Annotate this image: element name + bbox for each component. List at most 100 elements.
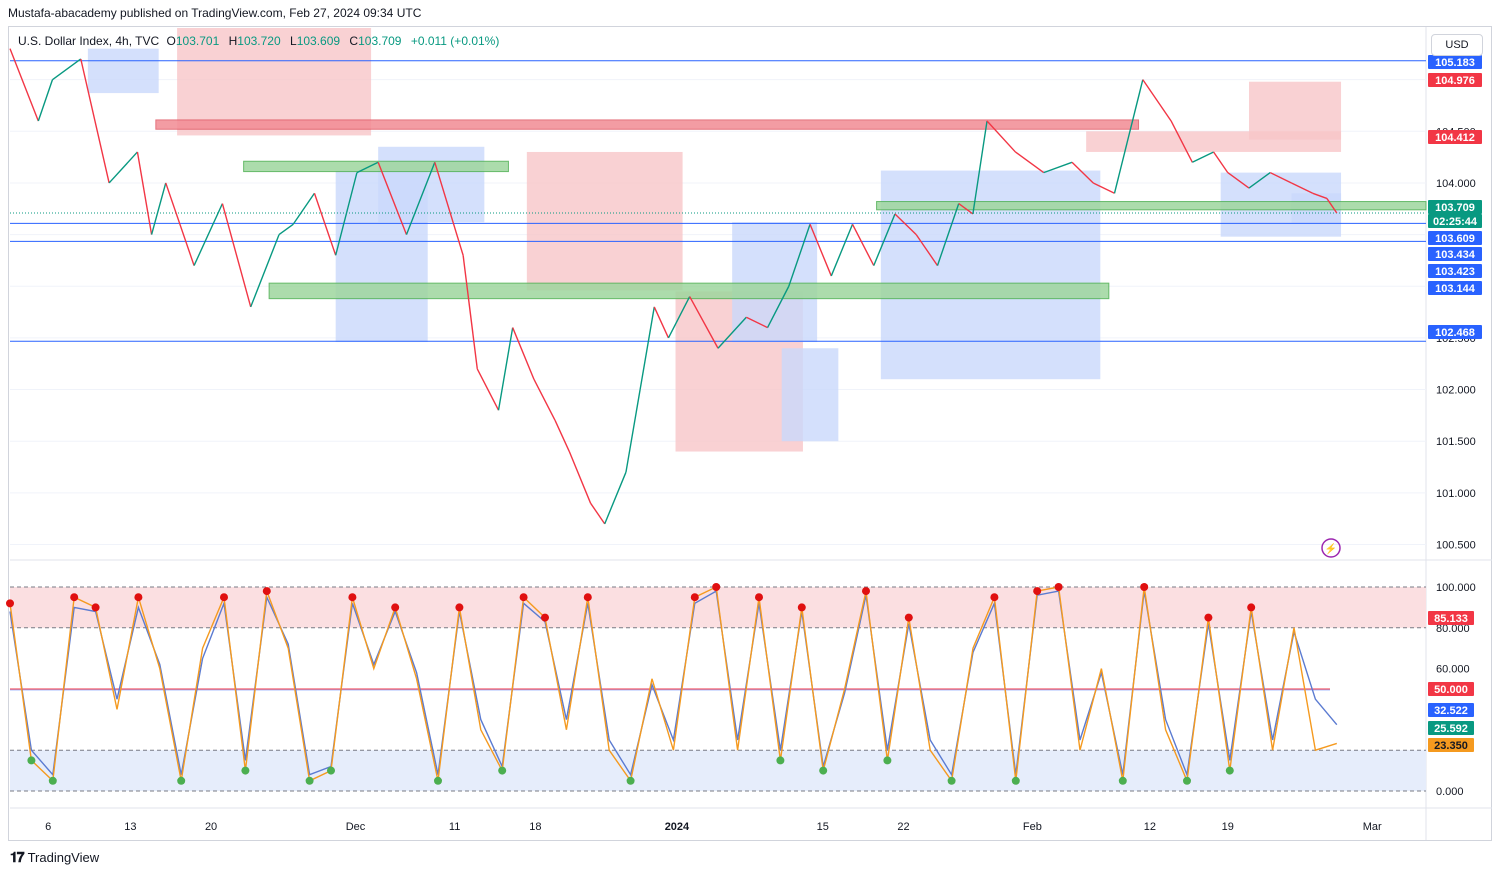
time-tick-label: 2024 <box>665 821 690 833</box>
horizontal-zone-bar <box>268 282 1110 300</box>
oscillator-badge <box>1428 721 1474 735</box>
lightning-icon <box>1321 538 1341 558</box>
overbought-dot <box>797 603 806 612</box>
oversold-dot <box>1118 776 1127 785</box>
price-badge-label: 104.976 <box>1435 75 1475 87</box>
price-segment <box>434 162 464 256</box>
price-tick-label: 100.500 <box>1436 540 1476 552</box>
price-segment <box>108 151 138 184</box>
oversold-dot <box>48 776 57 785</box>
price-segment <box>250 234 280 308</box>
price-badge <box>1428 200 1482 214</box>
close-value: 103.709 <box>358 34 402 48</box>
time-tick-label: 22 <box>897 821 909 833</box>
price-tick-label: 104.000 <box>1436 178 1476 190</box>
price-segment <box>604 471 627 525</box>
price-segment <box>165 182 195 266</box>
price-segment <box>746 316 768 329</box>
price-segment <box>894 213 917 236</box>
price-zone <box>335 170 428 343</box>
oscillator-tick-label: 100.000 <box>1436 582 1476 594</box>
price-badge <box>1428 325 1482 339</box>
horizontal-zone-bar <box>243 160 509 173</box>
price-segment <box>497 327 514 411</box>
oversold-dot <box>305 776 314 785</box>
tradingview-branding[interactable]: 𝟏𝟕 TradingView <box>10 849 99 866</box>
price-zone <box>781 348 839 442</box>
oscillator-tick-label: 80.000 <box>1436 623 1470 635</box>
price-badge <box>1428 264 1482 278</box>
time-tick-label: 19 <box>1222 821 1234 833</box>
overbought-dot <box>712 583 721 591</box>
chart-frame <box>8 26 1492 841</box>
time-tick-label: 11 <box>449 821 460 833</box>
price-segment <box>52 58 82 81</box>
price-badge-label: 02:25:44 <box>1433 216 1478 228</box>
overbought-dot <box>1247 603 1256 612</box>
overbought-dot <box>583 593 592 602</box>
price-segment <box>1269 171 1292 184</box>
overbought-dot <box>1054 583 1063 591</box>
time-tick-label: 20 <box>205 821 217 833</box>
overbought-dot <box>70 593 79 602</box>
currency-button[interactable]: USD <box>1431 34 1483 56</box>
price-segment <box>37 79 54 122</box>
overbought-dot <box>262 587 271 596</box>
price-segment <box>278 223 294 236</box>
price-segment <box>1312 192 1328 200</box>
overbought-dot <box>519 593 528 602</box>
price-segment <box>9 48 39 122</box>
price-segment <box>766 285 790 328</box>
price-segment <box>653 306 670 339</box>
price-badge-label: 103.609 <box>1435 233 1475 245</box>
oscillator-badge-label: 85.133 <box>1434 613 1468 625</box>
oversold-dot <box>177 776 186 785</box>
price-segment <box>689 296 719 349</box>
price-segment <box>873 213 896 266</box>
overbought-dot <box>391 603 400 612</box>
price-segment <box>625 389 641 473</box>
low-value: 103.609 <box>296 34 341 48</box>
price-segment <box>788 224 811 287</box>
price-segment <box>221 203 252 308</box>
symbol-label[interactable]: U.S. Dollar Index, 4h, TVC <box>18 34 160 48</box>
oversold-dot <box>27 756 36 765</box>
price-badge <box>1428 214 1482 228</box>
price-segment <box>377 162 408 235</box>
oversold-dot <box>883 756 892 765</box>
price-segment <box>335 172 358 256</box>
price-badge <box>1428 55 1482 69</box>
oversold-dot <box>433 776 442 785</box>
price-badge <box>1428 231 1482 245</box>
price-segment <box>1092 182 1115 194</box>
price-segment <box>313 193 337 256</box>
price-segment <box>1326 198 1338 214</box>
price-tick-label: 102.000 <box>1436 385 1476 397</box>
price-segment <box>533 378 556 421</box>
oversold-dot <box>947 776 956 785</box>
time-tick-label: 13 <box>124 821 136 833</box>
oversold-dot <box>1225 766 1234 775</box>
change-value: +0.011 (+0.01%) <box>410 34 500 48</box>
price-zone <box>1249 81 1342 140</box>
price-zone <box>87 48 159 94</box>
overbought-dot <box>690 593 699 602</box>
price-segment <box>462 255 478 369</box>
price-badge-label: 103.144 <box>1435 283 1476 295</box>
time-tick-label: 18 <box>529 821 541 833</box>
overbought-dot <box>1033 587 1042 596</box>
price-segment <box>1291 182 1314 194</box>
time-tick-label: 12 <box>1144 821 1156 833</box>
overbought-dot <box>540 613 549 622</box>
oversold-dot <box>241 766 250 775</box>
oversold-dot <box>1011 776 1020 785</box>
price-segment <box>1043 161 1073 174</box>
open-value: 103.701 <box>175 34 220 48</box>
oversold-dot <box>498 766 507 775</box>
price-segment <box>958 203 974 215</box>
price-segment <box>1113 79 1144 194</box>
time-tick-label: Mar <box>1363 821 1382 833</box>
overbought-dot <box>1204 613 1213 622</box>
price-segment <box>986 120 1016 153</box>
